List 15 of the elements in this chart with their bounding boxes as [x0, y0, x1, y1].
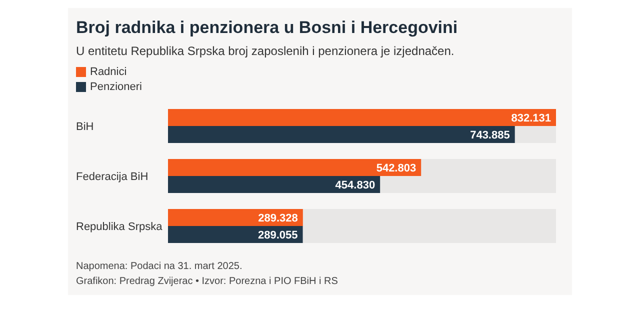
text: Napomena: Podaci na 31. mart 2025.: [76, 261, 244, 272]
data-label: 289.055: [258, 229, 298, 242]
data-label: 743.885: [470, 129, 510, 142]
y-tick-label: Republika Srpska: [76, 221, 164, 233]
chart-title: Broj radnika i penzionera u Bosni i Hercegovini: [76, 18, 459, 38]
legend-label: Penzioneri: [89, 81, 142, 93]
text: Grafikon: Predrag Zvijerac • Izvor: Porezna i PIO FBiH i RS: [76, 276, 339, 287]
y-tick-label: BiH: [76, 121, 94, 133]
data-label: 289.328: [258, 212, 298, 224]
data-label: 542.803: [376, 162, 416, 174]
data-label: 832.131: [511, 112, 551, 124]
chart-subtitle: U entitetu Republika Srpska broj zaposlenih i penzionera je izjednačen.: [76, 44, 456, 58]
legend-label: Radnici: [89, 66, 127, 78]
data-label: 454.830: [335, 179, 376, 192]
y-tick-label: Federacija BiH: [76, 171, 148, 183]
